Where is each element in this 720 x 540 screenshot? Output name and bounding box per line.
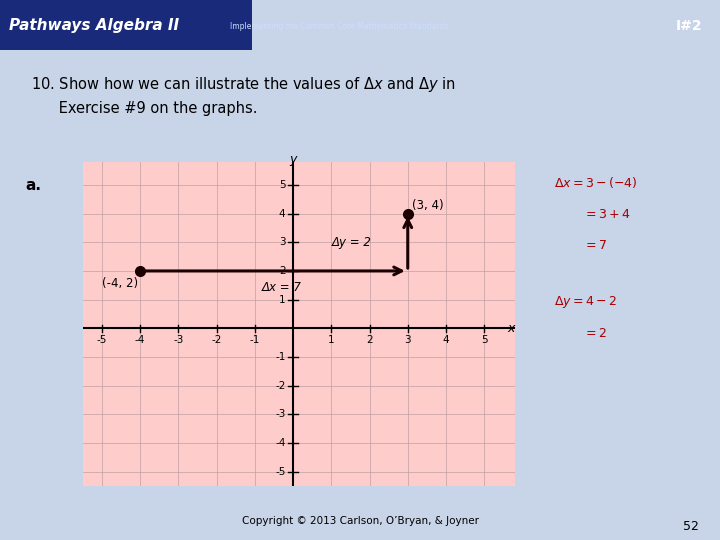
Text: 4: 4 (443, 335, 449, 346)
Text: (3, 4): (3, 4) (413, 199, 444, 212)
Text: 52: 52 (683, 520, 698, 533)
Text: $\Delta y = 4 - 2$: $\Delta y = 4 - 2$ (554, 294, 618, 310)
Text: 2: 2 (279, 266, 285, 276)
Text: -1: -1 (275, 352, 285, 362)
Text: -5: -5 (96, 335, 107, 346)
Text: I#2: I#2 (675, 19, 702, 33)
Bar (0, 0, 252, 50)
Text: Copyright © 2013 Carlson, O’Bryan, & Joyner: Copyright © 2013 Carlson, O’Bryan, & Joy… (241, 516, 479, 526)
Text: (-4, 2): (-4, 2) (102, 276, 138, 289)
Text: 10. Show how we can illustrate the values of $\Delta x$ and $\Delta y$ in
      : 10. Show how we can illustrate the value… (32, 75, 456, 116)
Text: $\Delta x = 3 - (-4)$: $\Delta x = 3 - (-4)$ (554, 176, 638, 191)
Text: -4: -4 (135, 335, 145, 346)
Text: 3: 3 (405, 335, 411, 346)
Text: 5: 5 (279, 180, 285, 190)
Text: $= 3 + 4$: $= 3 + 4$ (583, 208, 631, 221)
Text: y: y (289, 153, 297, 166)
Text: Pathways Algebra II: Pathways Algebra II (9, 18, 179, 32)
Text: 1: 1 (279, 295, 285, 305)
Text: 3: 3 (279, 237, 285, 247)
Text: -2: -2 (212, 335, 222, 346)
Text: 5: 5 (481, 335, 487, 346)
Text: Implementing the Common Core Mathematics Standards: Implementing the Common Core Mathematics… (230, 22, 449, 31)
Text: a.: a. (25, 178, 41, 193)
Text: -4: -4 (275, 438, 285, 448)
Text: -3: -3 (275, 409, 285, 420)
Text: 2: 2 (366, 335, 373, 346)
Text: x: x (507, 322, 515, 335)
Text: -1: -1 (250, 335, 260, 346)
Text: $= 7$: $= 7$ (583, 239, 608, 252)
Text: -5: -5 (275, 467, 285, 477)
Text: -2: -2 (275, 381, 285, 390)
Text: -3: -3 (174, 335, 184, 346)
Text: 4: 4 (279, 208, 285, 219)
Text: Δx = 7: Δx = 7 (261, 281, 302, 294)
Text: 1: 1 (328, 335, 335, 346)
Text: Δy = 2: Δy = 2 (332, 236, 372, 249)
Text: $= 2$: $= 2$ (583, 327, 607, 340)
